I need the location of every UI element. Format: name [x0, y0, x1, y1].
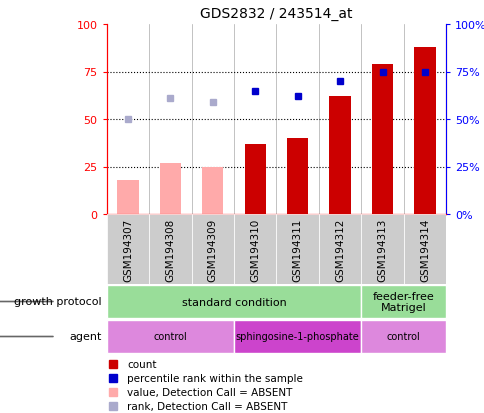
Text: GSM194312: GSM194312	[334, 218, 345, 281]
Bar	[403, 214, 445, 284]
Bar	[361, 320, 445, 354]
Bar	[413, 47, 435, 214]
Bar	[276, 214, 318, 284]
Text: GSM194313: GSM194313	[377, 218, 387, 281]
Bar	[287, 139, 308, 214]
Text: standard condition: standard condition	[182, 297, 286, 307]
Bar	[117, 180, 138, 214]
Bar	[202, 167, 223, 214]
Bar	[149, 214, 191, 284]
Text: control: control	[153, 332, 187, 342]
Bar	[371, 65, 393, 214]
Bar	[361, 214, 403, 284]
Text: feeder-free
Matrigel: feeder-free Matrigel	[372, 291, 434, 313]
Text: GSM194308: GSM194308	[165, 218, 175, 281]
Bar	[106, 320, 233, 354]
Text: rank, Detection Call = ABSENT: rank, Detection Call = ABSENT	[127, 401, 287, 411]
Text: control: control	[386, 332, 420, 342]
Text: growth protocol: growth protocol	[14, 297, 102, 307]
Text: GSM194310: GSM194310	[250, 218, 260, 281]
Bar	[191, 214, 233, 284]
Bar	[106, 285, 361, 318]
Bar	[329, 97, 350, 214]
Text: GSM194307: GSM194307	[122, 218, 133, 281]
Text: sphingosine-1-phosphate: sphingosine-1-phosphate	[235, 332, 359, 342]
Text: percentile rank within the sample: percentile rank within the sample	[127, 373, 302, 383]
Bar	[106, 214, 149, 284]
Text: count: count	[127, 359, 156, 369]
Text: agent: agent	[69, 332, 102, 342]
Title: GDS2832 / 243514_at: GDS2832 / 243514_at	[200, 7, 352, 21]
Bar	[361, 285, 445, 318]
Bar	[159, 163, 181, 214]
Text: GSM194314: GSM194314	[419, 218, 429, 281]
Bar	[318, 214, 361, 284]
Text: GSM194311: GSM194311	[292, 218, 302, 281]
Bar	[233, 214, 276, 284]
Text: GSM194309: GSM194309	[207, 218, 217, 281]
Bar	[244, 145, 265, 214]
Text: value, Detection Call = ABSENT: value, Detection Call = ABSENT	[127, 387, 292, 397]
Bar	[233, 320, 361, 354]
